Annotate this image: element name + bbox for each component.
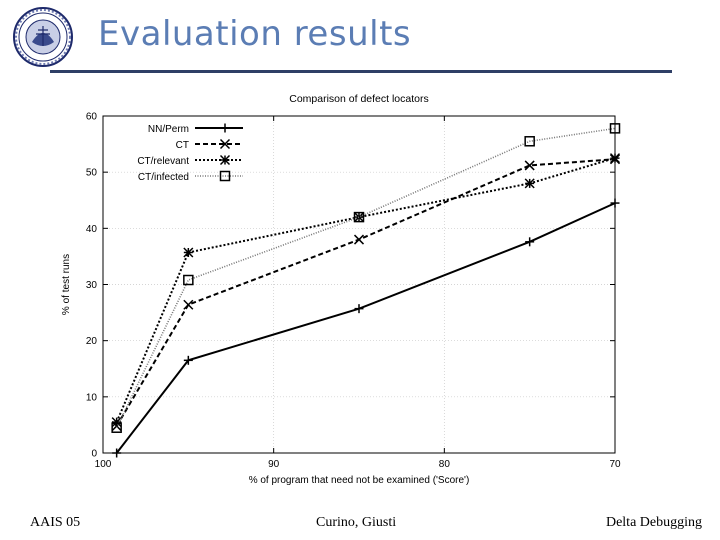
legend-label-ct-infected: CT/infected bbox=[138, 172, 189, 183]
slide-title: Evaluation results bbox=[98, 14, 412, 54]
data-point-ct-infected bbox=[524, 136, 535, 147]
data-point-ct-relevant-stroke bbox=[524, 178, 535, 189]
legend-marker-ct-relevant-stroke bbox=[219, 154, 231, 166]
data-point-ct-relevant-stroke bbox=[353, 212, 365, 223]
footer-left-text: AAIS 05 bbox=[30, 515, 81, 530]
legend-marker-ct-infected-square bbox=[219, 170, 231, 182]
y-tick-label: 10 bbox=[86, 392, 98, 403]
data-point-ct-relevant bbox=[111, 417, 122, 428]
y-tick-label: 30 bbox=[86, 280, 98, 291]
data-point-ct bbox=[353, 234, 365, 245]
data-point-ct-infected bbox=[183, 274, 194, 286]
title-divider bbox=[50, 70, 672, 73]
y-tick-label: 50 bbox=[86, 168, 98, 179]
line-chart: Comparison of defect locators 0 10 20 30 40 50… bbox=[61, 93, 621, 486]
series-line-nn-perm bbox=[115, 202, 616, 454]
data-point-ct-infected-square bbox=[183, 274, 194, 286]
legend-marker-ct-relevant bbox=[219, 154, 231, 166]
data-point-ct-relevant bbox=[524, 178, 535, 189]
x-tick-label: 70 bbox=[609, 459, 621, 470]
data-point-nn-perm bbox=[354, 304, 364, 314]
data-point-ct bbox=[183, 299, 194, 310]
x-axis-label: % of program that need not be examined (… bbox=[249, 475, 470, 486]
data-point-ct-relevant bbox=[609, 153, 621, 164]
data-point-nn-perm bbox=[610, 198, 620, 208]
data-point-ct-infected-square bbox=[609, 123, 621, 134]
data-point-nn-perm bbox=[112, 448, 122, 458]
x-tick-label: 80 bbox=[439, 459, 451, 470]
data-point-ct-infected-square bbox=[353, 211, 365, 223]
data-point-ct bbox=[524, 160, 535, 171]
chart-title: Comparison of defect locators bbox=[289, 93, 428, 105]
university-seal-logo bbox=[13, 7, 73, 67]
legend-marker-nn-perm bbox=[220, 123, 230, 133]
data-point-ct-stroke bbox=[524, 160, 535, 171]
y-tick-label: 40 bbox=[86, 224, 98, 235]
series-line-ct bbox=[115, 158, 616, 427]
data-point-nn-perm bbox=[525, 237, 535, 247]
series-line-ct-relevant bbox=[115, 157, 616, 423]
data-point-ct-infected-square bbox=[111, 422, 122, 433]
legend-label-nn-perm: NN/Perm bbox=[148, 124, 189, 135]
y-axis-label: % of test runs bbox=[61, 254, 72, 315]
data-point-ct-infected bbox=[111, 422, 122, 433]
legend-marker-ct-infected bbox=[219, 170, 231, 182]
data-point-ct-relevant-stroke bbox=[111, 417, 122, 428]
series-line-ct-infected bbox=[115, 127, 616, 429]
data-point-ct-stroke bbox=[353, 234, 365, 245]
legend-marker-ct bbox=[219, 138, 231, 150]
data-point-nn-perm bbox=[183, 355, 193, 365]
y-tick-label: 60 bbox=[86, 112, 98, 123]
data-point-ct-relevant bbox=[183, 247, 194, 258]
legend-label-ct-relevant: CT/relevant bbox=[137, 156, 189, 167]
x-tick-label: 100 bbox=[95, 459, 112, 470]
legend-label-ct: CT bbox=[176, 140, 189, 151]
chart-container: Comparison of defect locators 0 10 20 30 40 50… bbox=[55, 88, 635, 493]
y-tick-label: 0 bbox=[91, 449, 97, 460]
data-point-ct-infected bbox=[609, 123, 621, 134]
data-point-ct-relevant-stroke bbox=[183, 247, 194, 258]
y-tick-label: 20 bbox=[86, 336, 98, 347]
data-point-ct-infected bbox=[353, 211, 365, 223]
data-point-ct-relevant bbox=[353, 212, 365, 223]
footer-center-text: Curino, Giusti bbox=[316, 515, 397, 530]
footer-right-text: Delta Debugging bbox=[605, 515, 702, 530]
data-point-ct-relevant-stroke bbox=[609, 153, 621, 164]
data-point-ct-stroke bbox=[183, 299, 194, 310]
x-tick-label: 90 bbox=[268, 459, 280, 470]
legend-marker-ct-stroke bbox=[219, 138, 231, 150]
data-point-ct-infected-square bbox=[524, 136, 535, 147]
